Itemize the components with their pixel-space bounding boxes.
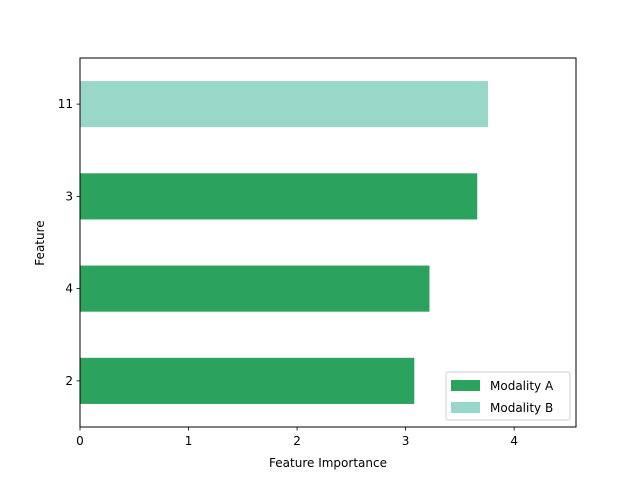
legend-label-modality-b: Modality B <box>490 401 553 415</box>
bars-group <box>80 81 489 404</box>
bar-feature-3 <box>80 173 478 220</box>
legend-swatch-modality-a <box>451 380 480 391</box>
bar-feature-4 <box>80 265 430 312</box>
legend: Modality A Modality B <box>445 371 571 421</box>
legend-swatch-modality-b <box>451 402 480 413</box>
x-tick-label-3: 3 <box>402 434 410 448</box>
y-tick-label-11: 11 <box>58 97 73 111</box>
y-tick-label-2: 2 <box>65 374 73 388</box>
x-axis-label: Feature Importance <box>269 456 387 470</box>
x-tick-label-2: 2 <box>293 434 301 448</box>
y-axis-ticks: 2 4 3 11 <box>58 97 80 388</box>
y-tick-label-4: 4 <box>65 282 73 296</box>
legend-label-modality-a: Modality A <box>490 379 554 393</box>
plot-frame <box>79 57 577 428</box>
y-tick-label-3: 3 <box>65 189 73 203</box>
x-axis-ticks: 0 1 2 3 4 <box>76 427 518 448</box>
x-tick-label-0: 0 <box>76 434 84 448</box>
y-axis-label: Feature <box>33 220 47 265</box>
bar-feature-11 <box>80 81 489 128</box>
x-tick-label-4: 4 <box>510 434 518 448</box>
bar-feature-2 <box>80 357 415 404</box>
x-tick-label-1: 1 <box>185 434 193 448</box>
